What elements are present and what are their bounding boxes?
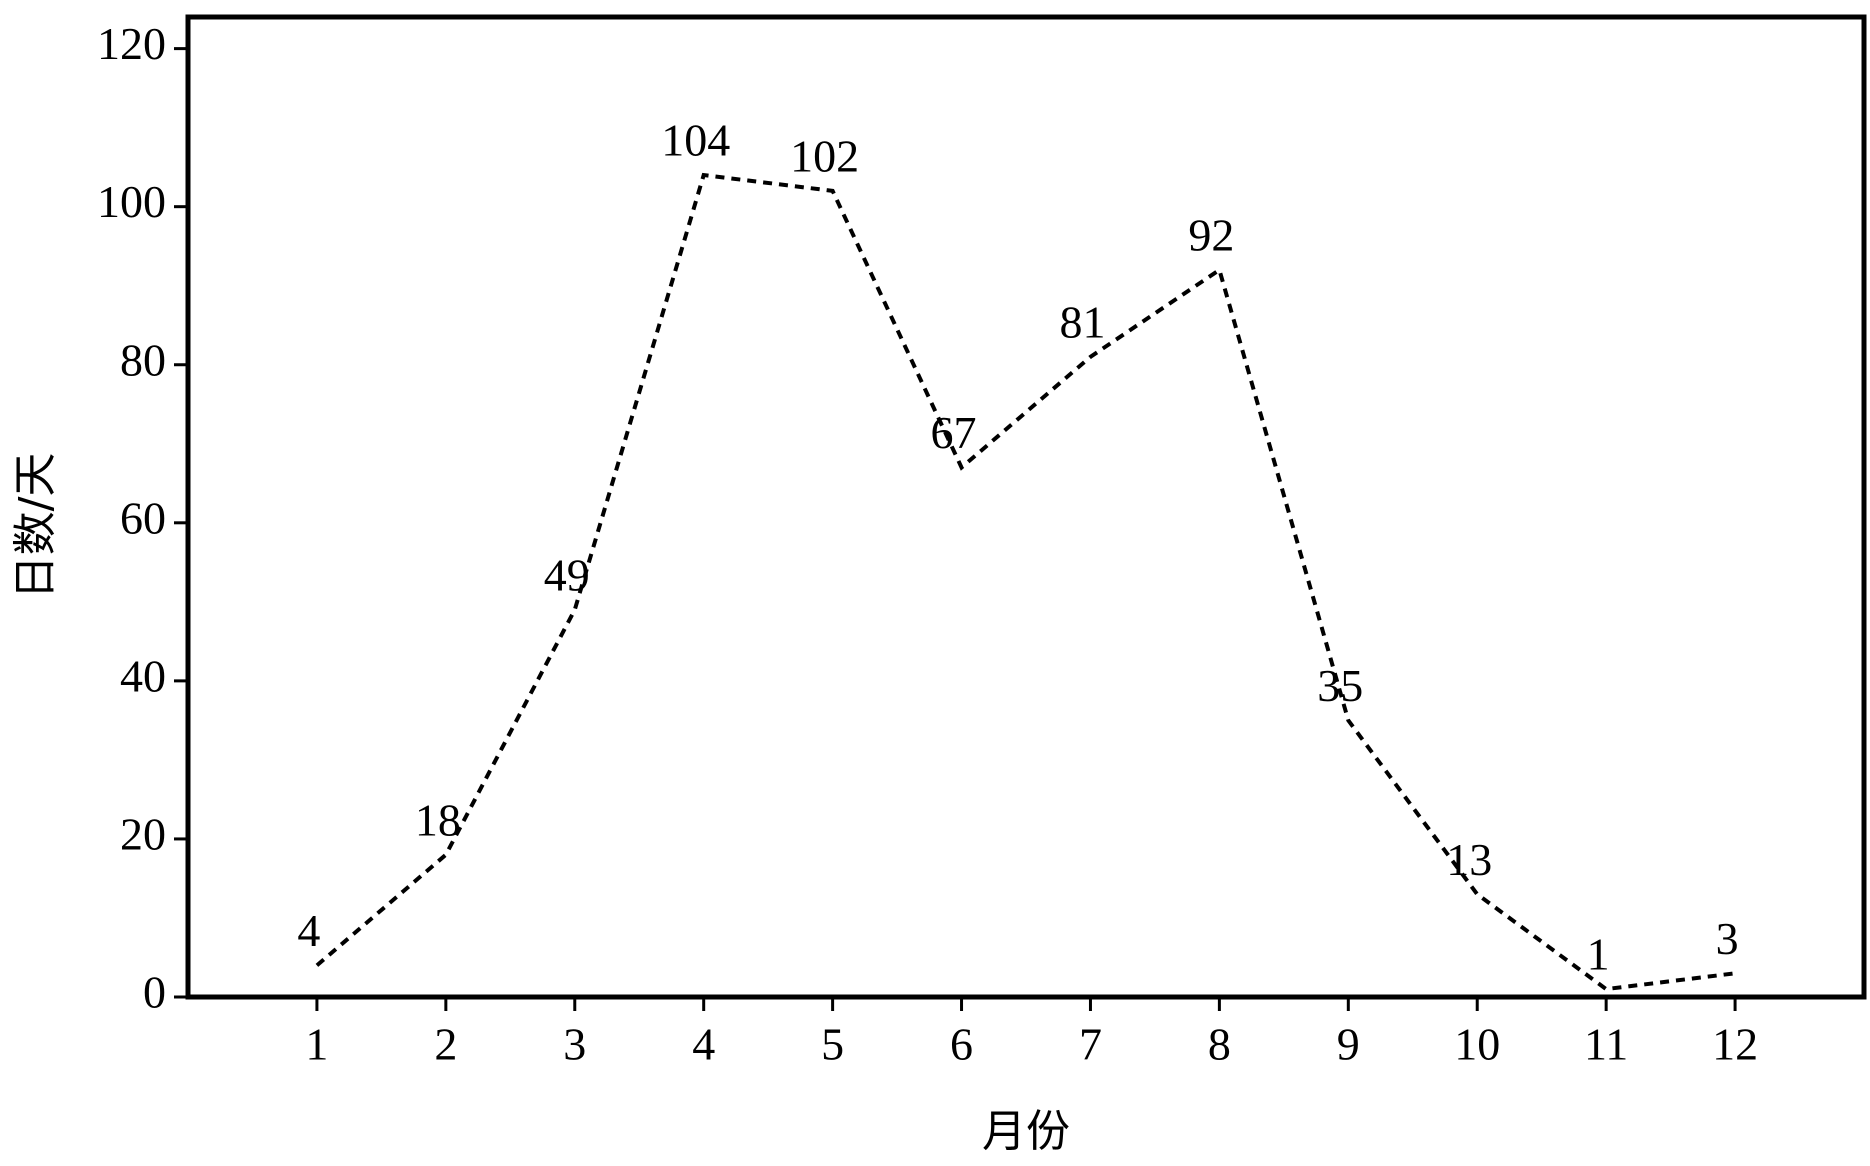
y-tick-label: 0	[143, 967, 166, 1018]
x-tick-label: 4	[692, 1019, 715, 1070]
x-tick-label: 10	[1454, 1019, 1500, 1070]
x-tick-label: 7	[1079, 1019, 1102, 1070]
data-label: 3	[1716, 913, 1739, 964]
data-label: 104	[661, 115, 730, 166]
data-label: 81	[1059, 296, 1105, 347]
x-tick-label: 9	[1337, 1019, 1360, 1070]
x-tick-label: 8	[1208, 1019, 1231, 1070]
x-tick-label: 5	[821, 1019, 844, 1070]
x-tick-label: 1	[305, 1019, 328, 1070]
data-label: 18	[415, 794, 461, 845]
x-tick-label: 3	[563, 1019, 586, 1070]
data-label: 67	[931, 407, 977, 458]
y-tick-label: 60	[120, 492, 166, 543]
data-label: 102	[790, 130, 859, 181]
y-tick-label: 20	[120, 808, 166, 859]
data-label: 92	[1188, 209, 1234, 260]
y-tick-label: 120	[97, 18, 166, 69]
x-axis-title: 月份	[982, 1106, 1070, 1157]
data-label: 4	[297, 905, 320, 956]
y-tick-label: 40	[120, 650, 166, 701]
x-tick-label: 12	[1712, 1019, 1758, 1070]
y-tick-label: 80	[120, 334, 166, 385]
data-line	[315, 172, 1736, 992]
y-tick-label: 100	[97, 176, 166, 227]
data-label: 49	[544, 549, 590, 600]
x-tick-label: 2	[434, 1019, 457, 1070]
data-label: 35	[1317, 660, 1363, 711]
plot-frame	[185, 14, 1867, 1000]
data-label: 13	[1446, 834, 1492, 885]
x-tick-label: 11	[1584, 1019, 1628, 1070]
x-tick-label: 6	[950, 1019, 973, 1070]
data-label: 1	[1587, 929, 1610, 980]
y-axis-title: 日数/天	[10, 453, 61, 600]
